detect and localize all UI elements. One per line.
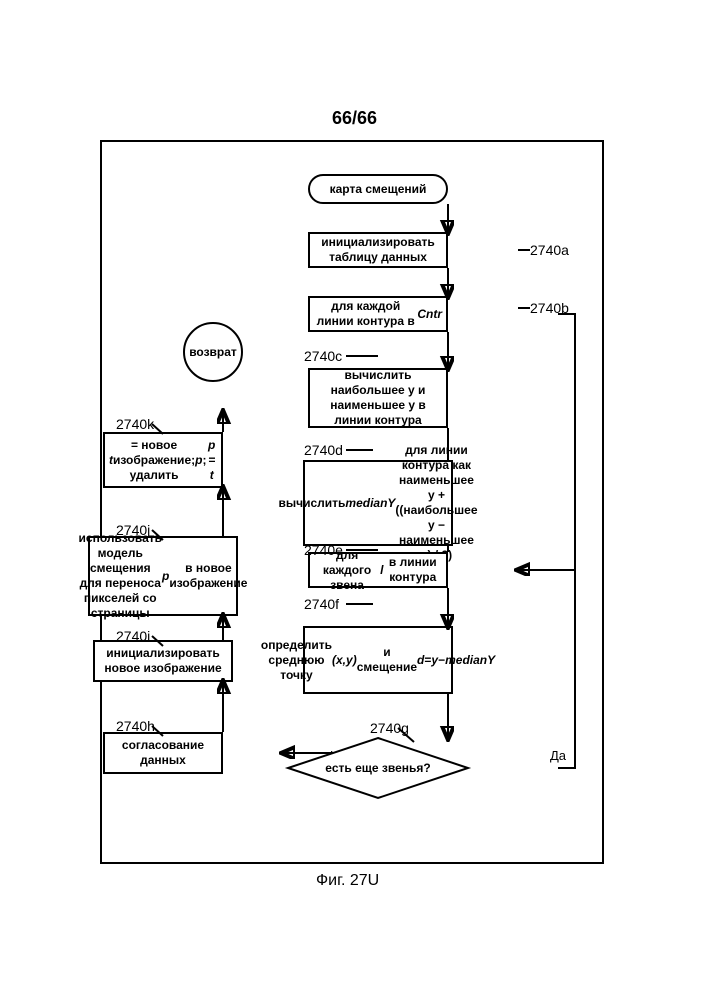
- label-2740b: 2740b: [530, 300, 569, 316]
- process-2740a: инициализировать таблицу данных: [308, 232, 448, 268]
- process-2740b: для каждой линии контура в Cntr: [308, 296, 448, 332]
- connector-return: возврат: [183, 322, 243, 382]
- process-2740c: вычислить наибольшее y и наименьшее y в …: [308, 368, 448, 428]
- process-2740k: t = новое изображение; удалить p; p = t: [103, 432, 223, 488]
- process-2740d: вычислить medianY для линии контура как …: [303, 460, 453, 546]
- process-2740h: согласование данных: [103, 732, 223, 774]
- process-2740i: инициализировать новое изображение: [93, 640, 233, 682]
- label-yes: Да: [550, 748, 566, 763]
- label-2740i: 2740i: [116, 628, 150, 644]
- label-2740a: 2740a: [530, 242, 569, 258]
- label-2740g: 2740g: [370, 720, 409, 736]
- label-2740d: 2740d: [304, 442, 343, 458]
- label-2740f: 2740f: [304, 596, 339, 612]
- page-number: 66/66: [332, 108, 377, 129]
- terminator-start: карта смещений: [308, 174, 448, 204]
- process-2740f: определить среднюю точку (x,y) и смещени…: [303, 626, 453, 694]
- label-2740e: 2740e: [304, 542, 343, 558]
- label-no: Нет: [330, 748, 352, 763]
- process-2740j: использовать модель смещения для перенос…: [88, 536, 238, 616]
- page: 66/66 Фиг. 27U карта смещений возврат ин…: [0, 0, 707, 1000]
- label-2740h: 2740h: [116, 718, 155, 734]
- label-2740j: 2740j: [116, 522, 150, 538]
- label-2740c: 2740c: [304, 348, 342, 364]
- figure-caption: Фиг. 27U: [316, 872, 379, 890]
- label-2740k: 2740k: [116, 416, 154, 432]
